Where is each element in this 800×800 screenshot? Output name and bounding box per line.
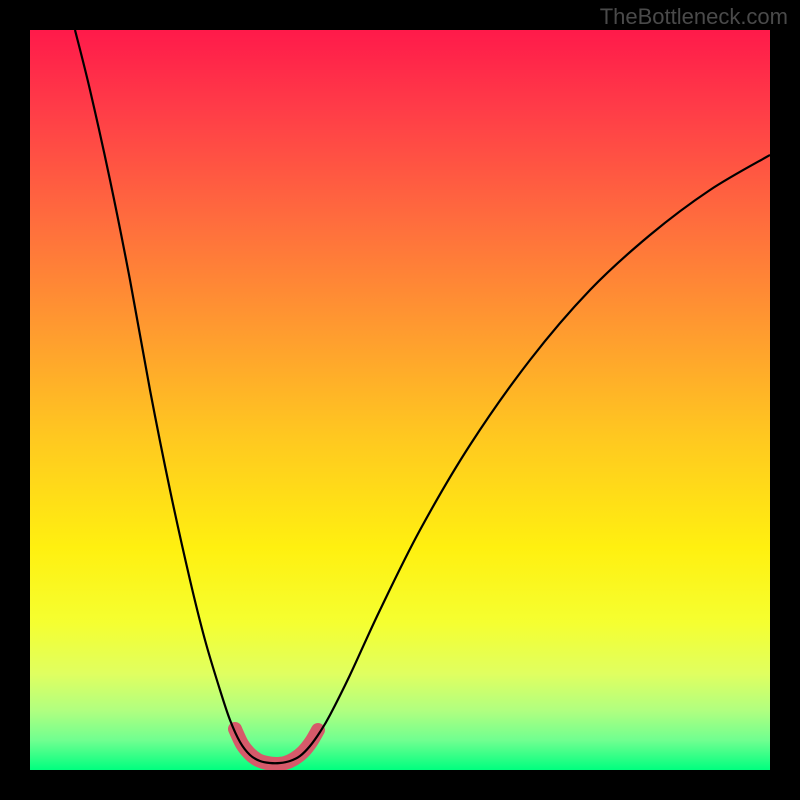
plot-area [30, 30, 770, 770]
bottleneck-curve [30, 30, 770, 770]
optimal-zone-highlight [235, 729, 318, 764]
watermark-text: TheBottleneck.com [600, 4, 788, 30]
bottleneck-line [75, 30, 770, 763]
